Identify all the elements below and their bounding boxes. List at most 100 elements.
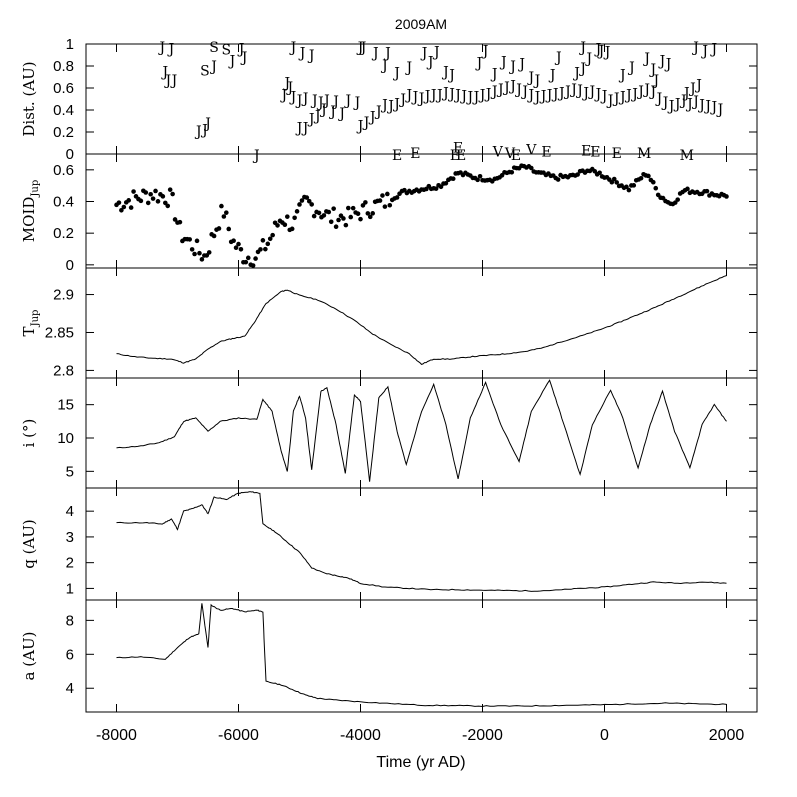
moid-point — [177, 219, 183, 225]
moid-point — [253, 256, 258, 261]
encounter-marker-J: J — [661, 95, 669, 111]
encounter-marker-J: J — [380, 97, 388, 113]
encounter-marker-J: J — [392, 96, 400, 112]
encounter-marker-J: J — [575, 83, 583, 99]
panel-moid: 0 0.2 0.4 0.6 MOIDJup — [20, 153, 758, 274]
moid-point — [126, 198, 131, 203]
moid-point — [165, 203, 171, 209]
moid-point — [367, 214, 373, 220]
moid-point — [150, 196, 156, 201]
encounter-marker-J: J — [679, 93, 687, 109]
moid-point — [194, 238, 200, 244]
encounter-marker-J: J — [694, 78, 702, 94]
moid-point — [245, 255, 251, 261]
encounter-marker-J: J — [557, 85, 565, 101]
moid-point — [609, 179, 615, 185]
encounter-marker-J: J — [618, 90, 626, 106]
y-tick-label: 0.4 — [53, 194, 74, 211]
encounter-marker-J: J — [472, 90, 480, 106]
encounter-marker-E: E — [511, 148, 521, 164]
encounter-marker-J: J — [709, 41, 717, 57]
moid-point — [611, 176, 617, 182]
y-tick-label: 0 — [66, 257, 74, 274]
encounter-marker-J: J — [584, 51, 592, 67]
encounter-marker-J: J — [289, 40, 297, 56]
moid-point — [443, 181, 449, 186]
encounter-marker-J: J — [581, 85, 589, 101]
moid-point — [626, 187, 632, 193]
moid-point — [638, 175, 644, 181]
encounter-marker-J: J — [164, 73, 172, 89]
series-line-q — [116, 491, 727, 592]
encounter-marker-J: J — [697, 97, 705, 113]
series-line-a — [116, 603, 727, 708]
encounter-marker-J: J — [203, 116, 211, 132]
encounter-marker-E: E — [453, 140, 463, 156]
moid-point — [555, 177, 561, 182]
encounter-marker-J: J — [688, 81, 696, 97]
encounter-marker-J: J — [465, 90, 473, 106]
moid-point — [646, 173, 651, 179]
encounter-marker-J: J — [447, 86, 455, 102]
y-tick-label: 0.6 — [53, 80, 74, 97]
moid-point — [297, 202, 302, 207]
moid-point — [172, 217, 178, 222]
series-line-incl — [116, 379, 727, 482]
encounter-marker-J: J — [252, 148, 260, 164]
panel-tjup: 2.8 2.85 2.9 TJup — [20, 267, 758, 379]
moid-point — [333, 224, 339, 230]
y-tick-label: 0.2 — [53, 124, 74, 141]
encounter-marker-J: J — [411, 90, 419, 106]
encounter-marker-J: J — [316, 95, 324, 111]
moid-point — [138, 198, 144, 204]
encounter-marker-J: J — [328, 104, 336, 120]
y-tick-label: 4 — [66, 503, 74, 520]
moid-point — [394, 195, 400, 200]
encounter-marker-J: J — [481, 44, 489, 60]
y-tick-label: 1 — [66, 580, 74, 597]
encounter-marker-J: J — [716, 102, 724, 118]
encounter-marker-J: J — [709, 100, 717, 116]
encounter-marker-J: J — [441, 64, 449, 80]
encounter-marker-J: J — [228, 53, 236, 69]
moid-point — [224, 210, 229, 215]
encounter-marker-J: J — [545, 88, 553, 104]
encounter-marker-J: J — [353, 95, 361, 111]
moid-point — [614, 180, 619, 185]
y-axis-label-subscript: Jup — [30, 180, 41, 198]
encounter-marker-J: J — [520, 84, 528, 100]
encounter-marker-J: J — [658, 53, 666, 69]
moid-point — [116, 200, 122, 205]
moid-point — [385, 191, 390, 197]
encounter-marker-J: J — [432, 45, 440, 61]
moid-point — [336, 217, 341, 223]
encounter-marker-J: J — [307, 112, 315, 128]
encounter-marker-J: J — [200, 123, 208, 139]
series-line-tjup — [116, 275, 727, 365]
encounter-marker-J: J — [478, 88, 486, 104]
encounter-marker-S: S — [209, 40, 219, 56]
encounter-marker-J: J — [301, 121, 309, 137]
encounter-marker-J: J — [652, 73, 660, 89]
encounter-marker-J: J — [392, 66, 400, 82]
moid-point — [348, 214, 354, 220]
encounter-marker-E: E — [456, 148, 466, 164]
moid-point — [231, 238, 236, 244]
encounter-marker-J: J — [533, 90, 541, 106]
moid-point — [238, 246, 244, 252]
encounter-marker-J: J — [572, 66, 580, 82]
moid-point — [289, 226, 295, 232]
encounter-marker-J: J — [548, 68, 556, 84]
encounter-marker-J: J — [240, 50, 248, 66]
moid-point — [119, 207, 124, 213]
encounter-marker-J: J — [420, 46, 428, 62]
encounter-marker-J: J — [343, 93, 351, 109]
encounter-marker-J: J — [673, 96, 681, 112]
moid-point — [631, 183, 637, 188]
moid-point — [597, 170, 602, 176]
moid-point — [475, 177, 480, 183]
moid-point — [304, 195, 310, 200]
moid-point — [258, 247, 263, 252]
encounter-marker-J: J — [374, 104, 382, 120]
x-tick-label: -8000 — [96, 727, 137, 744]
